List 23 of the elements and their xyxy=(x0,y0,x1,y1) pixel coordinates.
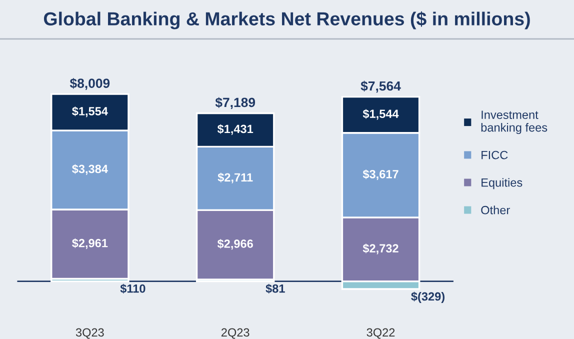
legend-label: FICC xyxy=(482,150,508,160)
x-tick-label: 2Q23 xyxy=(221,328,250,339)
data-label: $2,961 xyxy=(72,238,108,250)
data-label: $2,732 xyxy=(362,244,398,254)
data-label: $1,544 xyxy=(362,109,399,120)
legend-label: Equities xyxy=(482,178,522,190)
legend-label: Other xyxy=(481,206,510,214)
data-label: $1,554 xyxy=(72,106,108,118)
data-label: $110 xyxy=(120,284,146,294)
chart-title: Global Banking & Markets Net Revenues ($ in millions) xyxy=(44,11,530,30)
total-label: $8,009 xyxy=(70,78,110,90)
legend-label: Investment banking fees xyxy=(481,110,548,134)
x-tick-label: 3Q22 xyxy=(366,328,395,339)
data-label: $3,617 xyxy=(362,169,398,180)
data-label: $1,431 xyxy=(217,124,254,135)
data-label: $3,384 xyxy=(72,164,108,175)
data-label: $2,966 xyxy=(217,239,253,250)
x-tick-label: 3Q23 xyxy=(76,328,104,339)
data-label: $(329) xyxy=(411,292,444,303)
total-label: $7,189 xyxy=(215,97,256,110)
data-label: $2,711 xyxy=(218,172,253,184)
data-label: $81 xyxy=(266,284,285,294)
total-label: $7,564 xyxy=(360,80,401,93)
